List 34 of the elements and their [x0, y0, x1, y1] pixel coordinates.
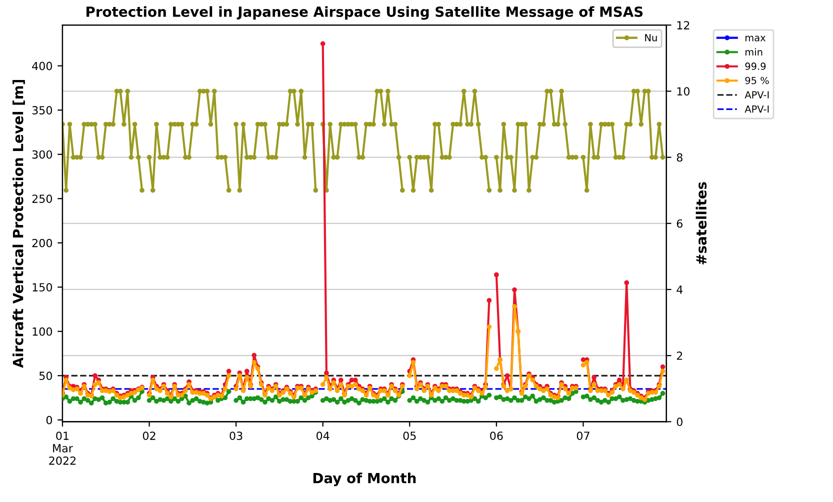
y2-tick-label: 6 [676, 219, 682, 228]
y2-tick-label: 0 [676, 418, 682, 426]
y-tick-label: 100 [32, 327, 52, 336]
y-tick-label: 250 [32, 194, 52, 203]
y-tick-label: 150 [32, 283, 52, 292]
legend-label: min [746, 48, 762, 56]
legend-label: max [746, 36, 766, 42]
x-tick-label: 07 [576, 432, 590, 440]
y-tick-label: 350 [32, 106, 52, 114]
x-tick-label: 02 [142, 432, 156, 440]
y2-axis-title: #satellites [696, 182, 707, 264]
y2-tick-label: 8 [676, 153, 682, 162]
x-tick-label: 04 [316, 432, 330, 440]
x-tick-label: 05 [403, 432, 416, 440]
legend-label: 99.9 [745, 62, 766, 70]
y-tick-label: 0 [46, 416, 52, 424]
y-axis-title: Aircraft Vertical Protection Level [m] [12, 80, 25, 368]
legend-label: 95 % [745, 76, 769, 84]
legend-label: Nu [645, 34, 657, 42]
y2-tick-label: 4 [676, 286, 683, 294]
y-tick-label: 50 [39, 372, 52, 380]
chart-title: Protection Level in Japanese Airspace Using Satellite Message of MSAS [86, 6, 643, 20]
x-tick-label: 06 [490, 432, 503, 440]
x-tick-label: 01 Mar 2022 [49, 432, 76, 465]
y-tick-label: 400 [32, 62, 52, 70]
y-tick-label: 300 [32, 150, 52, 159]
y-tick-label: 200 [32, 238, 52, 248]
y2-tick-label: 10 [677, 87, 690, 96]
legend-label: APV-I [744, 106, 769, 113]
legend-label: APV-I [744, 91, 769, 98]
y2-tick-label: 12 [677, 21, 690, 30]
x-tick-label: 03 [230, 432, 242, 440]
x-axis-title: Day of Month [313, 472, 416, 486]
y2-tick-label: 2 [676, 352, 682, 360]
